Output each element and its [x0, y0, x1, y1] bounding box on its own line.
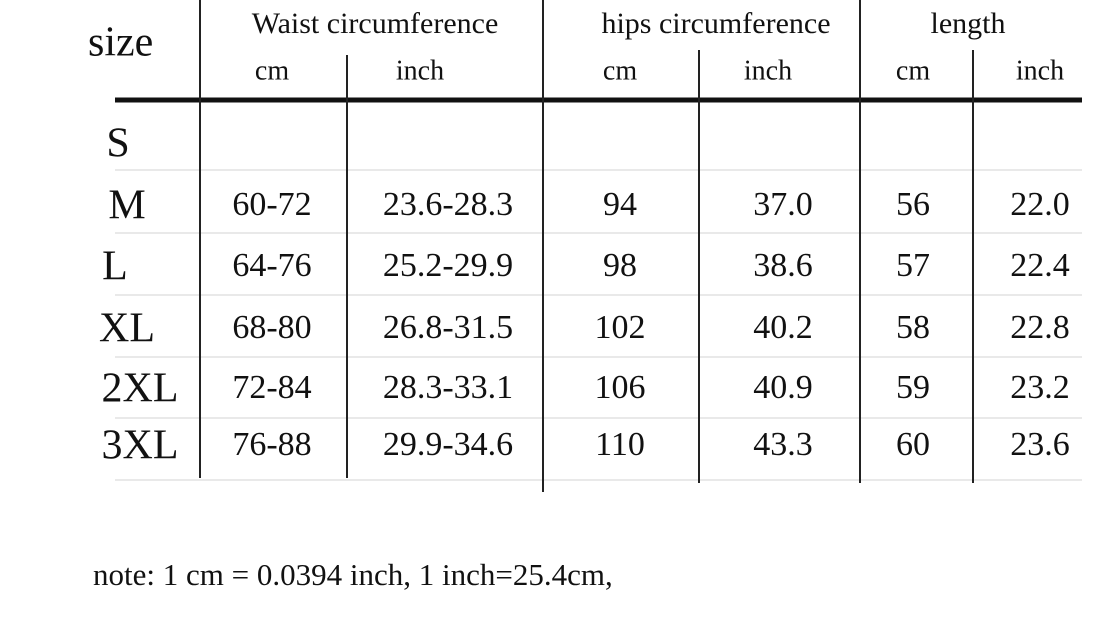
size-label: 2XL: [102, 366, 179, 412]
table-cell: 38.6: [753, 247, 813, 284]
table-cell: 64-76: [232, 247, 311, 284]
table-cell: 40.9: [753, 369, 813, 406]
group-header: hips circumference: [601, 7, 830, 40]
table-cell: 26.8-31.5: [383, 309, 513, 346]
table-cell: 56: [896, 186, 930, 223]
table-cell: 58: [896, 309, 930, 346]
table-cell: 68-80: [232, 309, 311, 346]
table-cell: 28.3-33.1: [383, 369, 513, 406]
table-cell: 29.9-34.6: [383, 426, 513, 463]
table-cell: 57: [896, 247, 930, 284]
unit-header: inch: [744, 55, 792, 86]
unit-header: cm: [603, 55, 637, 86]
unit-header: inch: [1016, 55, 1064, 86]
table-cell: 94: [603, 186, 637, 223]
table-cell: 76-88: [232, 426, 311, 463]
table-cell: 110: [595, 426, 645, 463]
column-dividers: [199, 0, 974, 492]
table-cell: 60: [896, 426, 930, 463]
table-cell: 23.6-28.3: [383, 186, 513, 223]
table-cell: 98: [603, 247, 637, 284]
size-label: M: [108, 183, 145, 229]
table-cell: 22.8: [1010, 309, 1070, 346]
table-cell: 22.4: [1010, 247, 1070, 284]
row-separators: [115, 169, 1082, 481]
size-label: L: [102, 244, 128, 290]
table-cell: 23.2: [1010, 369, 1070, 406]
group-header: length: [931, 7, 1006, 40]
size-header: size: [88, 20, 153, 66]
table-cell: 43.3: [753, 426, 813, 463]
table-cell: 60-72: [232, 186, 311, 223]
size-label: 3XL: [102, 423, 179, 469]
note: note: 1 cm = 0.0394 inch, 1 inch=25.4cm,: [93, 557, 613, 592]
size-label: XL: [99, 306, 155, 352]
group-header: Waist circumference: [252, 7, 499, 40]
table-cell: 37.0: [753, 186, 813, 223]
table-cell: 22.0: [1010, 186, 1070, 223]
table-cell: 23.6: [1010, 426, 1070, 463]
size-label: S: [106, 121, 129, 167]
unit-header: cm: [255, 55, 289, 86]
table-cell: 106: [595, 369, 646, 406]
table-cell: 59: [896, 369, 930, 406]
table-cell: 102: [595, 309, 646, 346]
unit-header: inch: [396, 55, 444, 86]
table-cell: 72-84: [232, 369, 311, 406]
table-cell: 25.2-29.9: [383, 247, 513, 284]
unit-header: cm: [896, 55, 930, 86]
table-cell: 40.2: [753, 309, 813, 346]
